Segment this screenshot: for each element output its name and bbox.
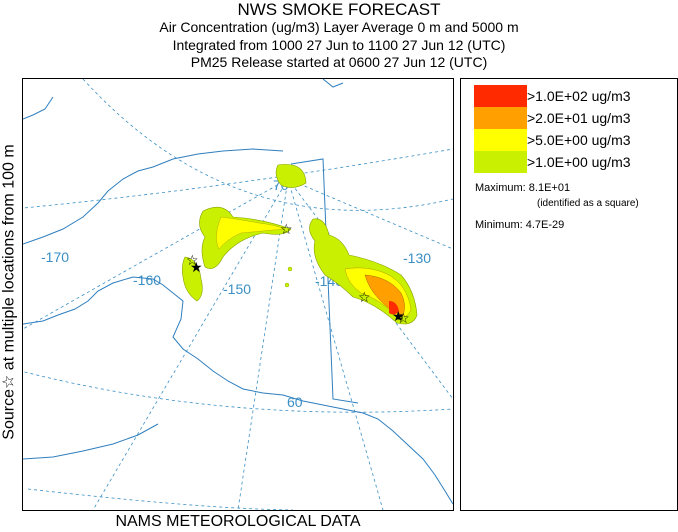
longitude-label: -170 — [41, 249, 69, 265]
border-line — [290, 158, 359, 404]
subtitle-integration-period: Integrated from 1000 27 Jun to 1100 27 J… — [172, 37, 506, 53]
smoke-plume — [182, 256, 203, 302]
coastline-north — [23, 148, 284, 245]
legend-swatch — [474, 107, 527, 129]
latitude-label: 60 — [287, 394, 303, 410]
source-star-icon: ☆ — [186, 253, 199, 269]
smoke-plume — [275, 164, 307, 188]
source-markers: ☆ ☆ ★ ☆ ★ ☆ — [186, 222, 410, 327]
smoke-spot — [284, 282, 290, 288]
legend-swatch — [474, 85, 527, 107]
longitude-label: -160 — [133, 272, 161, 288]
legend-label: >1.0E+00 ug/m3 — [527, 154, 631, 170]
coastline-south — [23, 276, 453, 505]
coastline-aleutians — [23, 423, 159, 460]
longitude-label: -150 — [223, 281, 251, 297]
legend: >1.0E+02 ug/m3 >2.0E+01 ug/m3 >5.0E+00 u… — [460, 78, 678, 511]
latitude-lines — [23, 79, 453, 510]
minimum-value: Minimum: 4.7E-29 — [475, 219, 565, 231]
smoke-plume — [199, 206, 292, 269]
meteorological-data-label: NAMS METEOROLOGICAL DATA — [115, 513, 361, 530]
source-star-icon: ☆ — [280, 222, 293, 238]
smoke-plume — [216, 216, 286, 250]
maximum-note: (identified as a square) — [537, 198, 639, 209]
legend-label: >2.0E+01 ug/m3 — [527, 110, 631, 126]
source-star-icon: ★ — [190, 260, 203, 276]
smoke-plumes — [182, 164, 418, 325]
smoke-plume — [389, 301, 399, 315]
meridian-line — [23, 178, 289, 330]
maximum-square-icon — [397, 314, 403, 320]
subtitle-release-start: PM25 Release started at 0600 27 Jun 12 (… — [190, 54, 488, 70]
page-title: NWS SMOKE FORECAST — [237, 0, 441, 19]
smoke-map[interactable]: -170 -160 -150 -140 -130 70 60 — [22, 78, 454, 511]
smoke-spot — [287, 266, 293, 272]
coastline-arctic — [322, 79, 344, 88]
meridian-line — [287, 178, 384, 510]
map-canvas: -170 -160 -150 -140 -130 70 60 — [23, 79, 453, 510]
maximum-value: Maximum: 8.1E+01 — [475, 182, 571, 194]
subtitle-concentration: Air Concentration (ug/m3) Layer Average … — [159, 19, 519, 35]
latitude-line — [23, 148, 453, 209]
meridian-line — [287, 178, 453, 400]
coastline-siberia — [23, 96, 54, 120]
coastline — [23, 79, 453, 505]
legend-label: >5.0E+00 ug/m3 — [527, 132, 631, 148]
latitude-line — [23, 371, 453, 413]
meridian-line — [92, 178, 289, 510]
source-height-label: Source☆ at multiple locations from 100 m — [0, 144, 18, 440]
source-star-icon: ☆ — [358, 290, 371, 306]
latitude-line — [27, 488, 294, 510]
legend-label: >1.0E+02 ug/m3 — [527, 88, 631, 104]
legend-swatch — [474, 129, 527, 151]
legend-swatch — [474, 151, 527, 173]
latitude-line — [82, 79, 453, 211]
longitude-label: -130 — [403, 250, 431, 266]
